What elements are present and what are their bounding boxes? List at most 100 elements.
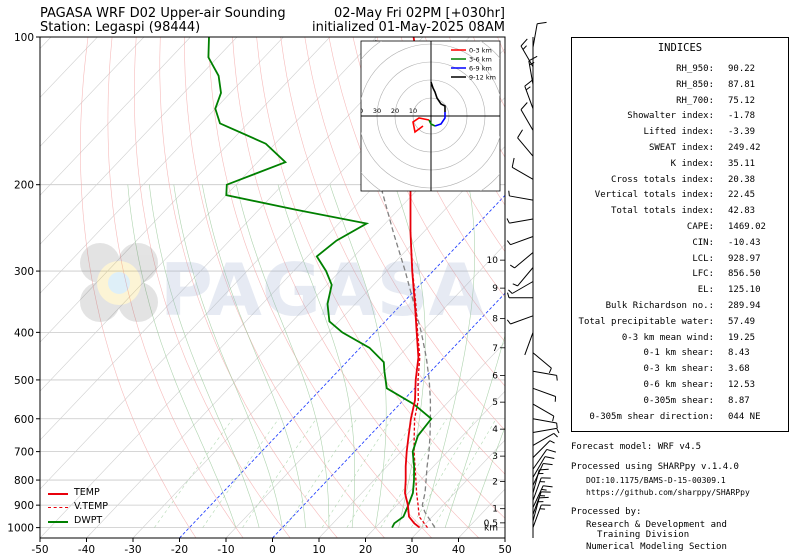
footer-processed-by: Processed by: xyxy=(571,507,642,517)
index-value: 856.50 xyxy=(728,269,761,280)
hodograph-legend-label: 6-9 km xyxy=(469,65,492,73)
isotherm-line xyxy=(179,194,505,538)
wind-barb xyxy=(532,491,551,515)
isotherm-line xyxy=(40,37,145,147)
wind-barb xyxy=(532,485,553,508)
index-value: 125.10 xyxy=(728,285,761,296)
dry-adiabat xyxy=(352,37,505,343)
moist-adiabat xyxy=(236,184,330,528)
moist-adiabat xyxy=(329,184,387,528)
y-tick-label: 1000 xyxy=(7,523,34,535)
x-tick-label: 20 xyxy=(359,544,372,556)
index-label: 0-305m shear: xyxy=(643,395,714,406)
mixing-ratio-line xyxy=(202,418,279,528)
moist-adiabat xyxy=(421,184,475,528)
isotherm-line xyxy=(40,37,238,245)
indices-panel: INDICES RH_950: 90.22 RH_850: 87.81 RH_700: 7… xyxy=(571,37,789,432)
y-tick-label: 600 xyxy=(14,414,34,426)
index-value: -3.39 xyxy=(728,127,756,138)
height-tick-label: km xyxy=(484,524,498,534)
hodograph-segment xyxy=(412,117,430,134)
index-label: Total precipitable water: xyxy=(578,316,714,327)
hodograph-ring-label: 50 xyxy=(337,107,345,115)
wind-barb xyxy=(511,157,534,180)
height-tick-label: 7 xyxy=(492,344,498,354)
x-tick-label: 0 xyxy=(269,544,276,556)
index-value: 75.12 xyxy=(728,95,756,106)
index-label: Bulk Richardson no.: xyxy=(605,301,714,311)
index-row: EL: 125.10 xyxy=(572,285,788,300)
footer-processed: Processed using SHARPpy v.1.4.0 xyxy=(571,462,739,472)
index-value: 249.42 xyxy=(728,143,761,153)
isotherm-line xyxy=(411,439,505,538)
wind-barb xyxy=(532,504,551,528)
index-row: 0-6 km shear: 12.53 xyxy=(572,380,788,395)
index-value: 8.87 xyxy=(728,395,750,406)
index-value: 90.22 xyxy=(728,64,756,74)
index-label: LCL: xyxy=(692,253,714,264)
wind-barb xyxy=(532,456,555,478)
x-tick-label: -20 xyxy=(171,544,188,556)
dry-adiabat xyxy=(208,37,433,538)
height-tick-label: 9 xyxy=(492,284,498,294)
wind-barb xyxy=(528,55,538,85)
series-dwpt xyxy=(207,37,433,529)
index-value: 1469.02 xyxy=(728,222,766,232)
index-value: -10.43 xyxy=(728,237,761,248)
index-label: Showalter index: xyxy=(627,111,714,122)
index-value: 289.94 xyxy=(728,301,761,311)
wind-barb xyxy=(532,477,551,501)
index-row: LFC: 856.50 xyxy=(572,269,788,284)
x-tick-label: 50 xyxy=(498,544,511,556)
y-tick-label: 900 xyxy=(14,500,34,512)
wind-barbs xyxy=(506,21,560,538)
index-label: Total totals index: xyxy=(611,206,714,217)
wind-barb xyxy=(520,102,534,131)
index-row: K index: 35.11 xyxy=(572,159,788,174)
hodograph-inset: 50 40 30 20 10 0-3 km3-6 km6-9 km9-12 km xyxy=(337,40,501,192)
chart-title: PAGASA WRF D02 Upper-air Sounding xyxy=(40,6,286,21)
mixing-ratio-line xyxy=(321,418,392,528)
x-tick-label: 10 xyxy=(312,544,325,556)
index-value: 57.49 xyxy=(728,316,756,327)
wind-barb xyxy=(509,252,534,269)
height-tick-label: 3 xyxy=(492,452,498,462)
index-row: Showalter index: -1.78 xyxy=(572,111,788,126)
series-parcel xyxy=(363,37,436,528)
moist-adiabat xyxy=(468,426,505,528)
isotherm-line xyxy=(0,37,4,538)
index-value: 3.68 xyxy=(728,364,750,375)
index-value: 8.43 xyxy=(728,348,750,359)
index-row: SWEAT index: 249.42 xyxy=(572,143,788,158)
x-tick-label: -30 xyxy=(124,544,141,556)
svg-text:PAGASA: PAGASA xyxy=(160,248,485,332)
y-tick-label: 300 xyxy=(14,266,34,278)
isotherm-line xyxy=(40,37,424,441)
indices-title: INDICES xyxy=(657,42,703,54)
dry-adiabat xyxy=(232,37,480,538)
index-value: 20.38 xyxy=(728,174,756,185)
height-tick-label: 8 xyxy=(492,315,498,325)
hodograph-segment xyxy=(428,119,436,127)
index-row: 0-305m shear: 8.87 xyxy=(572,396,788,411)
wind-barb xyxy=(532,418,558,429)
valid-time: 02-May Fri 02PM [+030hr] xyxy=(333,6,505,21)
index-label: Vertical totals index: xyxy=(594,190,714,201)
index-label: 0-3 km shear: xyxy=(643,364,714,375)
dry-adiabat xyxy=(328,37,505,387)
footer-model: Forecast model: WRF v4.5 xyxy=(571,442,702,452)
wind-barb xyxy=(507,292,533,299)
hodograph-ring-label: 10 xyxy=(409,107,417,115)
mixing-ratio-line xyxy=(380,418,447,528)
hodograph-ring-label: 30 xyxy=(373,107,381,115)
index-row: RH_850: 87.81 xyxy=(572,80,788,95)
index-value: 928.97 xyxy=(728,253,761,264)
mixing-ratio-line xyxy=(433,418,497,528)
footer-url: https://github.com/sharppy/SHARPpy xyxy=(586,488,750,497)
dry-adiabat xyxy=(400,37,505,253)
dry-adiabat xyxy=(107,37,244,538)
index-label: SWEAT index: xyxy=(648,143,714,153)
wind-barb xyxy=(524,332,534,356)
index-label: Lifted index: xyxy=(643,127,714,138)
